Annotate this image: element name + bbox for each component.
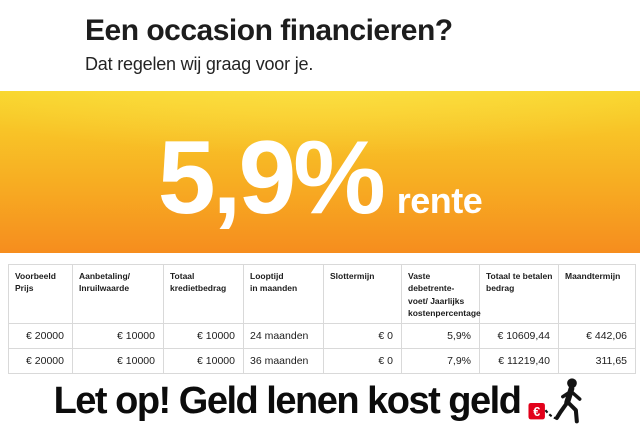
euro-block <box>528 402 546 419</box>
cell-totaal: € 10609,44 <box>479 323 559 350</box>
intro-block: Een occasion financieren? Dat regelen wi… <box>85 14 453 75</box>
page-title: Een occasion financieren? <box>85 14 453 47</box>
col-header-maandtermijn: Maandtermijn <box>558 263 636 325</box>
euro-symbol: € <box>534 405 541 419</box>
credit-warning-text: Let op! Geld lenen kost geld <box>53 379 522 422</box>
interest-rate-label: rente <box>396 180 483 221</box>
walking-man <box>555 377 582 423</box>
cell-maandtermijn: € 442,06 <box>558 323 636 350</box>
cell-looptijd: 24 maanden <box>243 323 324 350</box>
col-header-looptijd: Looptijd in maanden <box>243 263 324 325</box>
col-header-kredietbedrag: Totaal kredietbedrag <box>163 263 244 325</box>
cell-aanbetaling: € 10000 <box>72 348 164 375</box>
table-row: € 20000 € 10000 € 10000 36 maanden € 0 7… <box>8 348 636 375</box>
cell-prijs: € 20000 <box>8 348 73 375</box>
cell-rente: 7,9% <box>401 348 480 375</box>
cell-rente: 5,9% <box>401 323 480 350</box>
euro-ball-and-chain-walking-man-icon: € <box>528 377 586 432</box>
cell-kredietbedrag: € 10000 <box>163 323 244 350</box>
col-header-slottermijn: Slottermijn <box>323 263 402 325</box>
cell-slottermijn: € 0 <box>323 348 402 375</box>
cell-looptijd: 36 maanden <box>243 348 324 375</box>
col-header-debetrentevoet: Vaste debetrente- voet/ Jaarlijks kosten… <box>401 263 481 325</box>
rate-banner: 5,9% rente <box>0 91 640 253</box>
cell-totaal: € 11219,40 <box>479 348 559 375</box>
col-header-aanbetaling: Aanbetaling/ Inruilwaarde <box>72 263 164 325</box>
table-header-row: Voorbeeld Prijs Aanbetaling/ Inruilwaard… <box>8 263 636 325</box>
rate-group: 5,9% rente <box>158 126 483 230</box>
cell-prijs: € 20000 <box>8 323 73 350</box>
interest-rate-value: 5,9% <box>157 120 386 236</box>
cell-slottermijn: € 0 <box>323 323 402 350</box>
col-header-totaal-te-betalen: Totaal te betalen bedrag <box>479 263 559 325</box>
finance-example-table: Voorbeeld Prijs Aanbetaling/ Inruilwaard… <box>8 263 636 375</box>
col-header-voorbeeld-prijs: Voorbeeld Prijs <box>8 263 73 325</box>
page-subtitle: Dat regelen wij graag voor je. <box>85 54 314 74</box>
credit-warning: Let op! Geld lenen kost geld € <box>0 372 640 430</box>
cell-aanbetaling: € 10000 <box>72 323 164 350</box>
cell-kredietbedrag: € 10000 <box>163 348 244 375</box>
table-row: € 20000 € 10000 € 10000 24 maanden € 0 5… <box>8 323 636 350</box>
cell-maandtermijn: 311,65 <box>558 348 636 375</box>
